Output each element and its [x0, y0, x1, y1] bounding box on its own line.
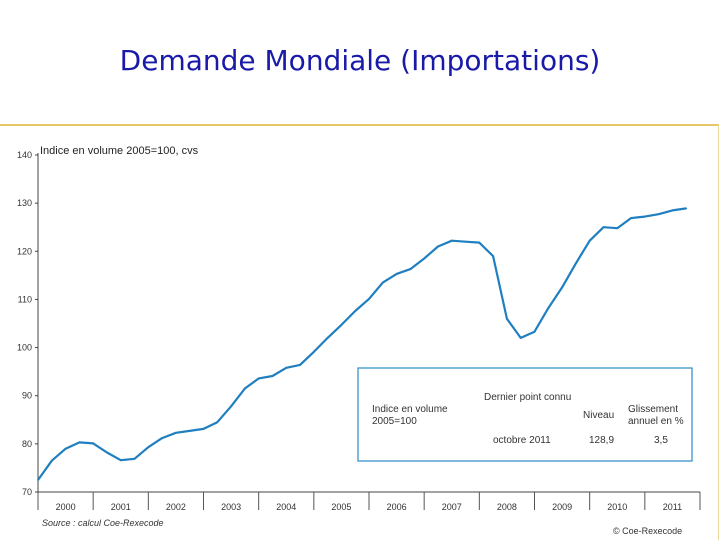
legend-period: octobre 2011 [493, 435, 551, 446]
data-point [588, 239, 591, 242]
y-tick-label: 130 [17, 198, 32, 208]
y-tick-label: 80 [22, 439, 32, 449]
legend-col-growth: Glissement annuel en % [628, 404, 684, 427]
data-point [547, 307, 550, 309]
data-point [354, 310, 357, 312]
legend-indicator-label-line2: 2005=100 [372, 416, 417, 427]
legend-box-frame [357, 367, 693, 462]
y-axis-label: Indice en volume 2005=100, cvs [40, 145, 199, 157]
data-point [519, 337, 522, 339]
data-point [340, 324, 343, 326]
data-point [106, 451, 108, 454]
data-point [230, 405, 233, 408]
data-point [326, 337, 329, 339]
data-point [312, 351, 315, 353]
legend-growth-value: 3,5 [654, 435, 668, 446]
x-tick-label: 2005 [331, 502, 351, 512]
legend-col-growth-line2: annuel en % [628, 416, 684, 427]
data-point [478, 241, 481, 244]
data-point [119, 459, 122, 462]
x-tick-label: 2002 [166, 502, 186, 512]
data-point [423, 257, 426, 260]
data-point [285, 366, 288, 369]
data-point [133, 457, 136, 460]
data-point [188, 430, 191, 432]
data-point [216, 421, 219, 424]
x-tick-label: 2006 [387, 502, 407, 512]
data-point [561, 286, 563, 289]
data-point [602, 226, 605, 229]
x-tick-label: 2003 [221, 502, 241, 512]
data-point [271, 375, 274, 377]
legend-header: Dernier point connu [484, 392, 571, 403]
data-point [37, 479, 39, 481]
data-point [506, 317, 508, 320]
legend-indicator-label-line1: Indice en volume [372, 404, 448, 415]
legend-level-value: 128,9 [589, 435, 614, 446]
x-tick-label: 2011 [663, 502, 682, 512]
x-tick-label: 2004 [276, 502, 296, 512]
x-tick-label: 2000 [56, 502, 76, 512]
legend-box: Dernier point connu Niveau Glissement an… [357, 367, 693, 462]
data-point [616, 227, 619, 230]
x-tick-label: 2008 [497, 502, 517, 512]
data-point [381, 281, 384, 284]
data-point [437, 245, 439, 248]
tick-labels: 70 80 90 100 110 120 130 140 2000 2001 2002 2003 200… [17, 150, 701, 512]
data-point [409, 268, 412, 270]
credit-note: © Coe-Rexecode [613, 526, 682, 536]
data-point [147, 446, 150, 449]
data-point [464, 240, 467, 243]
data-point [244, 387, 246, 390]
data-point [299, 364, 301, 366]
data-point [657, 213, 660, 216]
data-point [685, 207, 688, 210]
data-point [533, 330, 536, 333]
source-note: Source : calcul Coe-Rexecode [42, 518, 164, 528]
legend-indicator-label: Indice en volume 2005=100 [372, 404, 450, 427]
legend-col-level: Niveau [583, 410, 614, 421]
data-point [450, 239, 453, 242]
data-point [78, 441, 81, 444]
legend-col-growth-line1: Glissement [628, 404, 678, 415]
data-point [175, 431, 177, 434]
data-point [368, 298, 370, 300]
y-tick-label: 90 [22, 391, 32, 401]
data-point [630, 217, 632, 220]
data-point [575, 262, 577, 265]
series-line [37, 207, 687, 481]
y-tick-label: 70 [22, 487, 32, 497]
data-point [161, 437, 164, 439]
slide-title: Demande Mondiale (Importations) [119, 44, 601, 77]
series-lines [37, 207, 688, 481]
data-point [64, 447, 67, 450]
data-point [50, 459, 53, 462]
x-tick-label: 2007 [442, 502, 462, 512]
data-point [643, 215, 646, 218]
chart-frame [0, 124, 719, 540]
x-tick-label: 2001 [111, 502, 131, 512]
data-point [492, 255, 494, 257]
y-tick-label: 100 [17, 343, 32, 353]
data-point [257, 377, 260, 380]
data-point [671, 209, 674, 212]
x-tick-label: 2009 [552, 502, 572, 512]
data-point [92, 442, 95, 445]
y-tick-label: 140 [17, 150, 32, 160]
data-point [202, 428, 205, 430]
data-point [395, 273, 398, 275]
y-tick-label: 120 [17, 246, 32, 256]
y-tick-label: 110 [18, 294, 32, 304]
x-tick-label: 2010 [607, 502, 627, 512]
